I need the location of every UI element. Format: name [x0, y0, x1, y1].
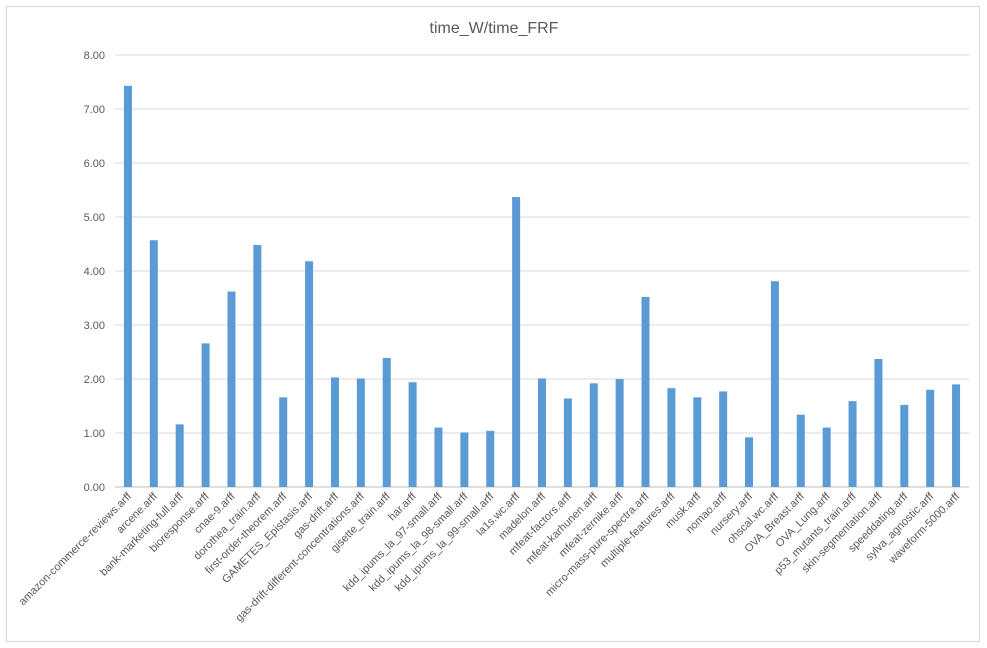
bar: [123, 85, 132, 487]
bar: [589, 383, 598, 487]
bar: [719, 391, 728, 487]
bar-chart: time_W/time_FRF 0.00 1.00 2.00 3.00 4.00 5.00…: [17, 20, 969, 624]
bar: [382, 357, 391, 487]
bar: [848, 401, 857, 487]
bar: [874, 359, 883, 487]
bar: [279, 397, 288, 487]
bar: [822, 427, 831, 487]
bar: [330, 377, 339, 487]
y-tick-label: 7.00: [84, 104, 105, 116]
bar: [563, 398, 572, 487]
y-tick-label: 5.00: [84, 212, 105, 224]
y-tick-label: 1.00: [84, 428, 105, 440]
bar: [305, 261, 314, 487]
bar: [460, 432, 469, 487]
bar: [667, 388, 676, 487]
bar: [227, 291, 236, 487]
y-tick-label: 8.00: [84, 50, 105, 62]
y-tick-label: 0.00: [84, 482, 105, 494]
bars: [123, 85, 961, 487]
bar: [486, 430, 495, 487]
bar: [149, 240, 158, 487]
y-tick-label: 6.00: [84, 158, 105, 170]
bar: [512, 197, 521, 487]
bar: [952, 384, 961, 487]
bar: [434, 427, 443, 487]
y-axis-ticks: 0.00 1.00 2.00 3.00 4.00 5.00 6.00 7.00 8.00: [84, 50, 105, 494]
bar: [253, 245, 262, 487]
bar: [745, 437, 754, 487]
bar: [900, 404, 909, 487]
bar: [926, 389, 935, 487]
chart-area: time_W/time_FRF 0.00 1.00 2.00 3.00 4.00 5.00…: [6, 6, 980, 642]
bar: [615, 379, 624, 487]
x-axis-ticks: amazon-commerce-reviews.arffarcene.arffb…: [17, 490, 963, 624]
x-tick-label: amazon-commerce-reviews.arff: [17, 490, 135, 608]
bar: [201, 343, 210, 487]
bar: [408, 382, 417, 487]
bar: [175, 424, 184, 487]
chart-title: time_W/time_FRF: [430, 20, 559, 37]
bar: [356, 378, 365, 487]
bar: [693, 397, 702, 487]
bar: [538, 378, 546, 487]
bar: [770, 281, 779, 487]
y-tick-label: 3.00: [84, 320, 105, 332]
bar: [796, 414, 805, 487]
bar: [641, 296, 650, 487]
y-tick-label: 2.00: [84, 374, 105, 386]
y-tick-label: 4.00: [84, 266, 105, 278]
